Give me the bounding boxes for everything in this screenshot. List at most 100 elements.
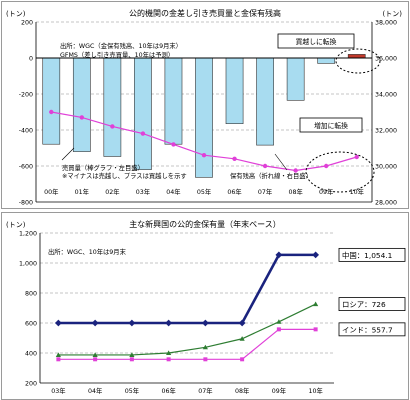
x-tick-label: 03年 — [51, 386, 65, 395]
bar-09年 — [317, 57, 336, 64]
y-tick-label: 200 — [25, 381, 37, 388]
y-tick-label: 1,200 — [19, 231, 37, 238]
line-legend-label: 保有残高（折れ線・右目盛） — [230, 171, 312, 180]
y-tick-label: 800 — [25, 291, 37, 298]
series-1-point — [92, 352, 98, 357]
right-tick-label: 36,000 — [375, 56, 397, 63]
right-tick-label: 38,000 — [375, 20, 397, 27]
y-tick-label: 600 — [25, 321, 37, 328]
series-line-2 — [58, 328, 316, 360]
series-1-point — [239, 336, 245, 341]
balance-source-line-1: 出所：WGC（金保有残高、10年は9月末） — [60, 41, 182, 50]
holdings-point-10年 — [354, 154, 359, 160]
series-1-point — [55, 352, 61, 357]
holdings-source: 出所：WGC、10年は9月末 — [48, 247, 127, 256]
buy-highlight-ring — [335, 48, 381, 74]
series-2-point — [240, 357, 245, 362]
bar-01年 — [72, 57, 91, 152]
increase-callout: 増加に転換 — [314, 121, 348, 130]
right-unit-label: (トン) — [383, 10, 403, 18]
buy-callout: 買越しに転換 — [296, 37, 337, 46]
series-2-point — [313, 327, 318, 332]
holdings-point-01年 — [79, 115, 85, 120]
holdings-axes: 1,200 1,000 800 600 400 200 03年 04年 05年 06年 07年 08年… — [19, 231, 334, 395]
series-0-point — [165, 319, 173, 327]
bar-05年 — [195, 57, 213, 178]
holdings-point-00年 — [49, 109, 54, 115]
series-2-point — [93, 357, 98, 362]
buy-callout-box — [277, 33, 355, 49]
series-2-point — [203, 357, 208, 362]
balance-bars — [42, 54, 366, 178]
series-0-point — [275, 251, 283, 259]
series-1-point — [166, 350, 172, 355]
series-1-point — [313, 301, 319, 307]
left-tick-label: 0 — [29, 56, 33, 63]
x-tick-label: 05年 — [125, 386, 139, 395]
series-0-point — [91, 319, 99, 327]
holdings-point-02年 — [110, 124, 115, 129]
x-tick-label: 07年 — [258, 187, 272, 196]
series-0-point — [312, 251, 320, 259]
series-end-labels: 中国：1,054.1 ロシア：726 インド：557.7 — [338, 247, 406, 337]
bar-00年 — [42, 57, 61, 145]
x-tick-label: 00年 — [44, 187, 58, 196]
x-tick-label: 06年 — [227, 187, 241, 196]
holdings-point-03年 — [140, 131, 146, 136]
left-tick-label: -400 — [19, 128, 33, 135]
x-tick-label: 07年 — [198, 386, 212, 395]
series-2-point — [276, 327, 281, 332]
end-label-box-2 — [338, 322, 406, 337]
bar-06年 — [225, 57, 244, 124]
x-tick-label: 08年 — [288, 187, 302, 196]
x-tick-label: 09年 — [272, 386, 286, 395]
holdings-chart-svg: 主な新興国の公的金保有量（年末ベース） (トン) 1,200 1,000 800 60… — [6, 219, 406, 395]
bar-07年 — [256, 57, 274, 146]
holdings-point-04年 — [171, 142, 176, 147]
bar-legend-leader — [61, 147, 75, 161]
bar-04年 — [164, 57, 183, 145]
end-label-box-0 — [338, 247, 406, 262]
end-label-2: インド：557.7 — [342, 325, 393, 334]
chart-panel-emerging-holdings: 主な新興国の公的金保有量（年末ベース） (トン) 1,200 1,000 800 60… — [1, 212, 409, 400]
right-tick-label: 32,000 — [375, 128, 397, 135]
series-0-point — [128, 319, 136, 327]
x-tick-label: 10年 — [308, 386, 322, 395]
left-tick-label: -600 — [19, 164, 33, 171]
bar-legend-label: 売買量（棒グラフ・左目盛） — [62, 163, 144, 172]
series-0-point — [238, 319, 246, 327]
holdings-point-06年 — [232, 156, 237, 161]
balance-axes: 200 0 -200 -400 -600 -800 38,000 36,000 34,000 32… — [19, 20, 397, 207]
series-0-point — [201, 319, 209, 327]
right-tick-label: 28,000 — [375, 200, 397, 207]
right-tick-label: 34,000 — [375, 92, 397, 99]
balance-source-line-2: GFMS（差し引き売買量、10年は予測） — [60, 50, 174, 59]
bar-08年 — [286, 57, 305, 101]
right-tick-label: 30,000 — [375, 164, 397, 171]
series-2-point — [56, 357, 61, 362]
x-tick-label: 04年 — [88, 386, 102, 395]
bar-02年 — [103, 57, 122, 157]
line-legend-leader — [274, 153, 288, 171]
series-line-1 — [58, 303, 316, 356]
holdings-point-08年 — [293, 168, 298, 173]
balance-chart-title: 公的機関の金差し引き売買量と金保有残高 — [129, 8, 281, 18]
series-2-point — [129, 357, 134, 362]
series-1-point — [202, 344, 208, 350]
holdings-point-09年 — [323, 163, 329, 169]
bar-10年 — [347, 54, 366, 59]
x-tick-label: 03年 — [136, 187, 150, 196]
holdings-line — [49, 109, 359, 173]
x-tick-label: 10年 — [350, 187, 364, 196]
x-tick-label: 01年 — [75, 187, 89, 196]
increase-highlight-ring — [305, 151, 375, 193]
series-2-point — [166, 357, 171, 362]
series-0-point — [54, 319, 62, 327]
left-tick-label: -800 — [19, 200, 33, 207]
holdings-lines — [54, 251, 320, 362]
x-tick-label: 02年 — [105, 187, 119, 196]
end-label-1: ロシア：726 — [342, 300, 386, 309]
x-tick-label: 09年 — [319, 187, 333, 196]
balance-chart-svg: 公的機関の金差し引き売買量と金保有残高 (トン) (トン) 200 0 -200 -4… — [6, 8, 403, 207]
bar-03年 — [134, 57, 152, 170]
